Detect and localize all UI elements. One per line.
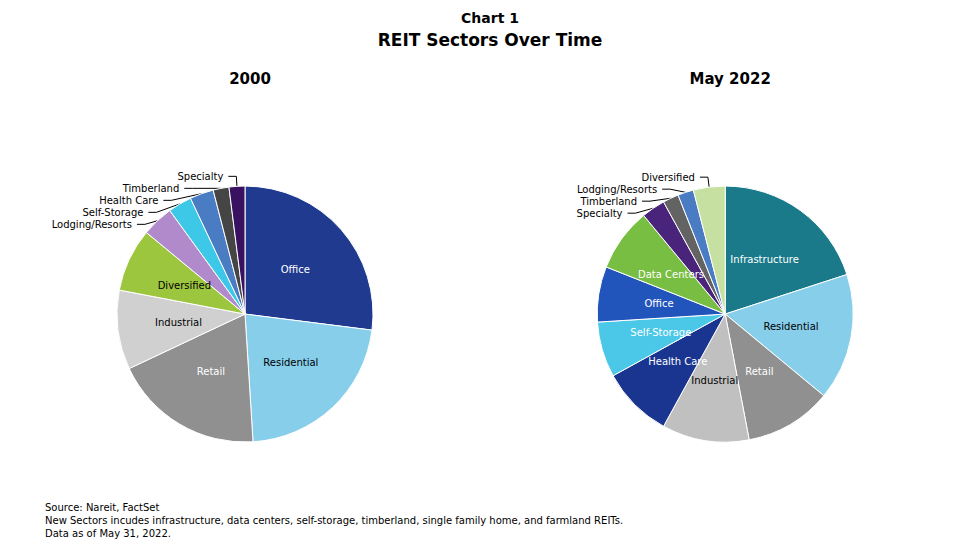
svg-text:Industrial: Industrial xyxy=(155,317,202,328)
svg-text:Retail: Retail xyxy=(745,366,773,377)
svg-text:Specialty: Specialty xyxy=(577,208,623,219)
svg-text:Health Care: Health Care xyxy=(648,356,707,367)
svg-text:Chart 1: Chart 1 xyxy=(461,10,519,26)
svg-text:2000: 2000 xyxy=(229,70,271,88)
svg-text:Residential: Residential xyxy=(763,321,818,332)
svg-text:Self-Storage: Self-Storage xyxy=(630,327,691,338)
svg-text:Timberland: Timberland xyxy=(579,196,637,207)
svg-text:Office: Office xyxy=(281,264,310,275)
svg-text:Lodging/Resorts: Lodging/Resorts xyxy=(577,184,657,195)
svg-text:Source: Nareit, FactSet: Source: Nareit, FactSet xyxy=(45,502,159,513)
svg-text:Residential: Residential xyxy=(263,357,318,368)
svg-text:Specialty: Specialty xyxy=(177,171,223,182)
svg-text:Data as of May 31, 2022.: Data as of May 31, 2022. xyxy=(45,528,171,539)
svg-text:REIT Sectors Over Time: REIT Sectors Over Time xyxy=(378,30,603,50)
svg-text:Diversified: Diversified xyxy=(158,280,211,291)
svg-text:Retail: Retail xyxy=(197,366,225,377)
svg-text:Timberland: Timberland xyxy=(122,183,180,194)
svg-text:Office: Office xyxy=(644,298,673,309)
svg-text:Data Centers: Data Centers xyxy=(638,269,704,280)
svg-text:Self-Storage: Self-Storage xyxy=(82,207,143,218)
svg-text:Infrastructure: Infrastructure xyxy=(730,254,798,265)
svg-text:New Sectors incudes infrastruc: New Sectors incudes infrastructure, data… xyxy=(45,515,623,526)
svg-text:May 2022: May 2022 xyxy=(690,70,771,88)
svg-text:Health Care: Health Care xyxy=(99,195,158,206)
svg-text:Lodging/Resorts: Lodging/Resorts xyxy=(52,219,132,230)
svg-text:Industrial: Industrial xyxy=(691,375,738,386)
svg-text:Diversified: Diversified xyxy=(641,172,694,183)
